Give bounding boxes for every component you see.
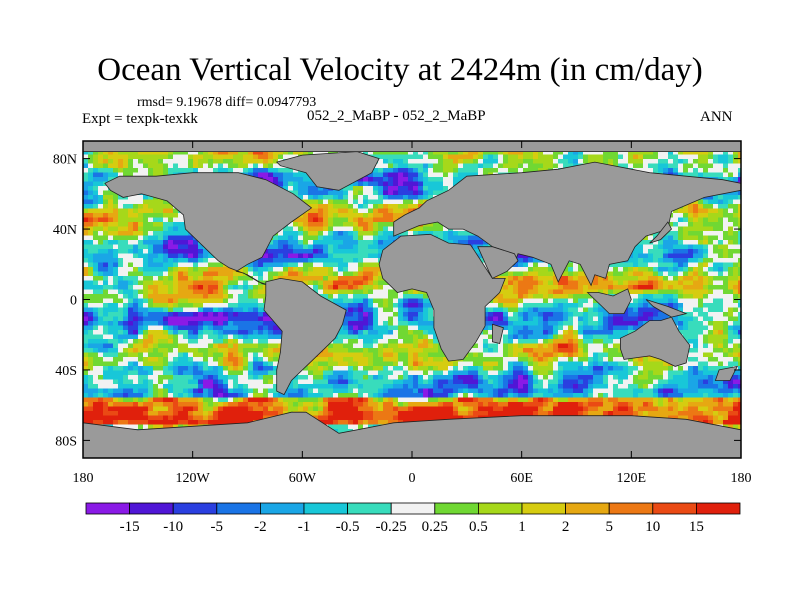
colorbar-label: 10 [645, 519, 660, 535]
colorbar-label: -1 [298, 519, 311, 535]
colorbar-swatch [608, 502, 654, 515]
colorbar-swatch [434, 502, 479, 515]
land-mass [714, 365, 739, 381]
land-mass [83, 411, 741, 458]
colorbar-label: -2 [254, 519, 267, 535]
experiment-label: Expt = texpk-texkk [82, 111, 198, 127]
x-tick-label: 0 [409, 471, 416, 486]
land-mass [491, 323, 504, 344]
y-tick-label: 40S [55, 364, 77, 379]
map-field [83, 141, 741, 458]
colorbar-label: -5 [211, 519, 224, 535]
land-mass [586, 288, 632, 315]
colorbar-swatch [216, 502, 261, 515]
colorbar-label: -10 [163, 519, 183, 535]
land-mass [620, 316, 691, 367]
land-mass [263, 277, 347, 396]
y-tick-label: 0 [70, 294, 77, 309]
colorbar-label: -0.5 [336, 519, 360, 535]
land-mass [378, 233, 506, 362]
colorbar-swatch [390, 502, 436, 515]
land-mass [477, 246, 519, 279]
y-tick-label: 80S [55, 434, 77, 449]
colorbar-swatch [303, 502, 348, 515]
colorbar-swatch [85, 502, 130, 515]
x-tick-label: 120E [617, 471, 647, 486]
chart-title: Ocean Vertical Velocity at 2424m (in cm/… [97, 52, 703, 88]
colorbar-swatch [565, 502, 610, 515]
land-mass [649, 221, 672, 244]
y-axis: 80N 40N 0 40S 80S [53, 153, 741, 449]
x-tick-label: 60W [289, 471, 317, 486]
colorbar-label: 0.25 [422, 519, 448, 535]
x-tick-label: 120W [176, 471, 211, 486]
colorbar-swatch [129, 502, 174, 515]
season-label: ANN [700, 109, 733, 125]
colorbar-label: 15 [689, 519, 704, 535]
x-tick-label: 180 [73, 471, 94, 486]
colorbar-label: 2 [562, 519, 570, 535]
colorbar: -15 -10 -5 -2 -1 -0.5 -0.25 0.25 0.5 1 2 5 10 15 [85, 502, 741, 535]
stats-text: rmsd= 9.19678 diff= 0.0947793 [137, 95, 317, 110]
colorbar-swatch [347, 502, 392, 515]
y-tick-label: 80N [53, 153, 77, 168]
land-mass [275, 151, 380, 191]
land-mass [104, 172, 313, 286]
colorbar-label: -0.25 [376, 519, 407, 535]
colorbar-swatch [652, 502, 697, 515]
colorbar-label: -15 [120, 519, 140, 535]
colorbar-label: 0.5 [469, 519, 488, 535]
colorbar-swatch [521, 502, 566, 515]
colorbar-swatch [696, 502, 741, 515]
x-axis: 180 120W 60W 0 60E 120E 180 [73, 141, 752, 486]
colorbar-swatch [259, 502, 305, 515]
land-mass [645, 299, 688, 318]
colorbar-label: 5 [605, 519, 613, 535]
x-tick-label: 180 [731, 471, 752, 486]
colorbar-label: 1 [518, 519, 526, 535]
colorbar-swatch [477, 502, 523, 515]
y-tick-label: 40N [53, 223, 77, 238]
case-label: 052_2_MaBP - 052_2_MaBP [307, 108, 486, 124]
colorbar-swatch [172, 502, 218, 515]
x-tick-label: 60E [510, 471, 533, 486]
